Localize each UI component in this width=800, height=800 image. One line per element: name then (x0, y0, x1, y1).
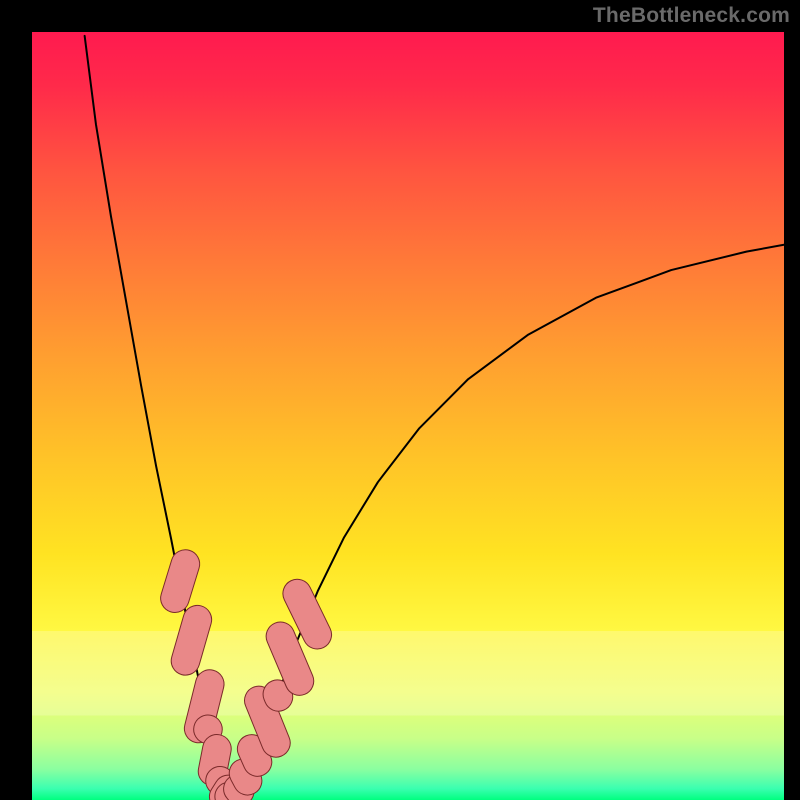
plot-area (32, 32, 784, 800)
plot-svg (32, 32, 784, 800)
chart-frame: TheBottleneck.com (0, 0, 800, 800)
watermark-text: TheBottleneck.com (593, 4, 790, 28)
feather-band (32, 631, 784, 715)
